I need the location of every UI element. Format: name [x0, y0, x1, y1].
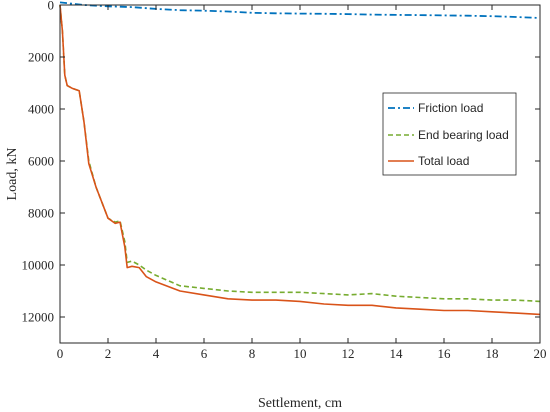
x-tick-label: 6: [201, 346, 208, 361]
series-line-total-load: [59, 4, 541, 316]
x-tick-label: 14: [390, 346, 404, 361]
y-tick-label: 6000: [28, 154, 54, 169]
x-tick-label: 20: [534, 346, 547, 361]
y-tick-label: 8000: [28, 206, 54, 221]
y-axis-title: Load, kN: [5, 148, 20, 201]
x-tick-label: 10: [294, 346, 307, 361]
series-group: [59, 1, 541, 316]
legend-label-friction-load: Friction load: [418, 101, 483, 115]
legend-label-total-load: Total load: [418, 154, 469, 168]
ticks-group: 0 2 4 6 8 10 12 14 16 18 20 0 2000 4000 6000 8000 10000 1…: [22, 0, 547, 361]
x-tick-label: 16: [438, 346, 452, 361]
x-tick-label: 4: [153, 346, 160, 361]
x-tick-label: 12: [342, 346, 355, 361]
x-tick-label: 18: [486, 346, 499, 361]
x-tick-label: 2: [105, 346, 112, 361]
x-axis-title: Settlement, cm: [258, 396, 342, 411]
axes-box: [59, 4, 541, 344]
y-tick-label: 0: [48, 0, 55, 13]
y-tick-label: 2000: [28, 50, 54, 65]
x-tick-label: 8: [249, 346, 256, 361]
legend: Friction load End bearing load Total loa…: [382, 92, 517, 176]
series-line-end-bearing-load: [59, 4, 541, 303]
y-tick-label: 10000: [22, 258, 55, 273]
y-tick-label: 12000: [22, 310, 55, 325]
legend-label-end-bearing-load: End bearing load: [418, 128, 509, 142]
series-line-friction-load: [59, 1, 541, 19]
y-tick-label: 4000: [28, 102, 54, 117]
x-tick-label: 0: [57, 346, 64, 361]
